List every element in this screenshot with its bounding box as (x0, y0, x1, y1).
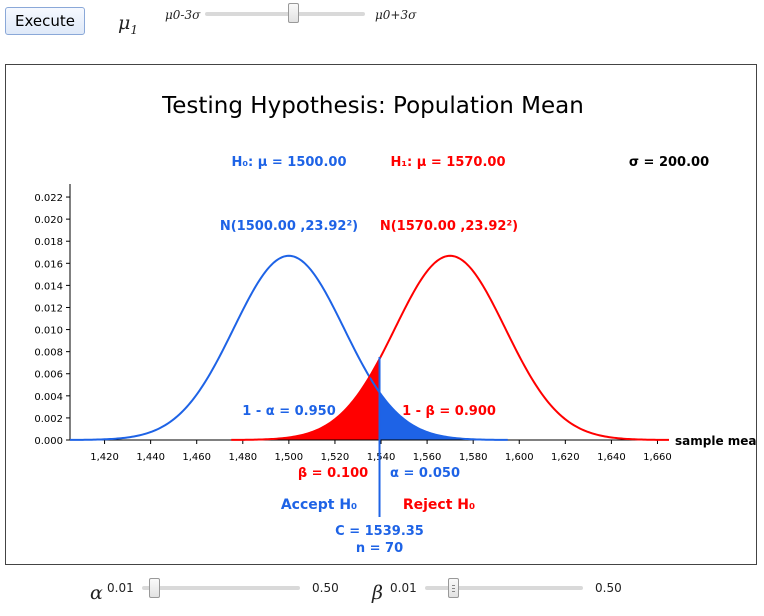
y-tick-label: 0.012 (34, 303, 63, 314)
x-tick-label: 1,640 (597, 452, 626, 463)
y-tick-label: 0.018 (34, 237, 63, 248)
x-axis-label: sample mea (675, 434, 756, 448)
mu1-max-label: μ0+3σ (375, 8, 417, 22)
x-tick-label: 1,520 (321, 452, 350, 463)
x-tick-label: 1,500 (275, 452, 304, 463)
alpha-slider-track[interactable] (142, 586, 300, 590)
y-tick-label: 0.000 (34, 436, 63, 447)
y-tick-label: 0.016 (34, 259, 63, 270)
dist0-label: N(1500.00 ,23.92²) (220, 219, 358, 234)
accept-label: Accept H₀ (281, 497, 357, 513)
x-tick-label: 1,560 (413, 452, 442, 463)
mu1-symbol: μ1 (118, 12, 138, 37)
y-tick-label: 0.008 (34, 348, 63, 359)
h0-label: H₀: μ = 1500.00 (231, 155, 346, 170)
mu1-slider-thumb[interactable] (287, 3, 299, 23)
alpha-min-label: 0.01 (107, 581, 134, 595)
y-tick-label: 0.006 (34, 370, 63, 381)
control-bar: Execute μ1 μ0-3σ μ0+3σ (0, 0, 764, 50)
x-tick-label: 1,440 (136, 452, 165, 463)
alpha-region (379, 392, 508, 440)
beta-slider-track[interactable] (425, 586, 583, 590)
y-tick-label: 0.022 (34, 193, 63, 204)
x-tick-label: 1,620 (551, 452, 580, 463)
h0-curve (69, 254, 508, 441)
beta-label: β = 0.100 (298, 466, 368, 481)
one-minus-beta-label: 1 - β = 0.900 (402, 404, 496, 419)
sample-size-label: n = 70 (356, 541, 403, 556)
y-tick-label: 0.020 (34, 215, 63, 226)
hypothesis-chart: 0.000 0.002 0.004 0.006 0.008 0.010 0.012 0.014… (34, 93, 756, 556)
dist1-label: N(1570.00 ,23.92²) (380, 219, 518, 234)
beta-min-label: 0.01 (390, 581, 417, 595)
x-tick-label: 1,600 (505, 452, 534, 463)
x-tick-label: 1,480 (228, 452, 257, 463)
x-tick-label: 1,540 (367, 452, 396, 463)
y-tick-label: 0.002 (34, 414, 63, 425)
alpha-max-label: 0.50 (312, 581, 339, 595)
beta-symbol: β (372, 582, 383, 604)
critical-value-label: C = 1539.35 (335, 524, 424, 539)
h1-curve (231, 254, 670, 441)
execute-button[interactable]: Execute (5, 7, 85, 35)
alpha-label: α = 0.050 (390, 466, 460, 481)
mu1-min-label: μ0-3σ (165, 8, 201, 22)
alpha-slider-thumb[interactable] (148, 578, 160, 598)
y-tick-label: 0.014 (34, 281, 63, 292)
reject-label: Reject H₀ (403, 497, 475, 513)
beta-slider-thumb[interactable] (447, 578, 459, 598)
h1-label: H₁: μ = 1570.00 (390, 155, 505, 170)
x-tick-label: 1,460 (182, 452, 211, 463)
x-tick-label: 1,580 (459, 452, 488, 463)
x-tick-label: 1,660 (643, 452, 672, 463)
one-minus-alpha-label: 1 - α = 0.950 (242, 404, 336, 419)
y-tick-label: 0.010 (34, 326, 63, 337)
y-tick-label: 0.004 (34, 392, 63, 403)
beta-region (231, 358, 380, 440)
mu1-slider-track[interactable] (205, 12, 365, 16)
sigma-label: σ = 200.00 (629, 155, 709, 170)
chart-title: Testing Hypothesis: Population Mean (161, 93, 584, 119)
x-tick-label: 1,420 (90, 452, 119, 463)
alpha-symbol: α (90, 582, 103, 604)
chart-panel: 0.000 0.002 0.004 0.006 0.008 0.010 0.012 0.014… (5, 64, 757, 565)
beta-max-label: 0.50 (595, 581, 622, 595)
